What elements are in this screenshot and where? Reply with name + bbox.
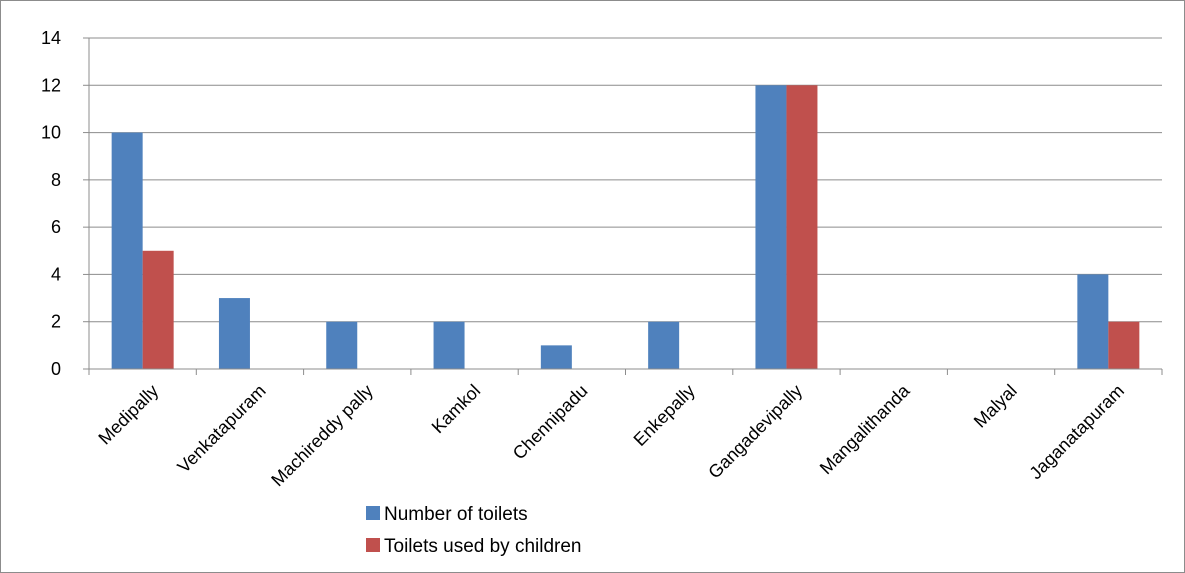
y-tick-label: 2 — [51, 312, 61, 332]
legend-label: Number of toilets — [384, 504, 528, 525]
gridlines — [89, 37, 1162, 323]
x-tick-label: Jaganatapuram — [1025, 381, 1128, 484]
bar — [111, 132, 143, 369]
bar — [648, 321, 680, 369]
x-tick-label: Enkepally — [630, 381, 699, 450]
bar — [1108, 321, 1140, 369]
x-tick-label: Machireddy pally — [267, 381, 377, 491]
axes — [83, 37, 1163, 375]
legend: Number of toilets Toilets used by childre… — [366, 504, 582, 557]
bar — [755, 85, 787, 370]
y-tick-label: 4 — [51, 264, 61, 284]
bar — [786, 85, 818, 370]
bar — [326, 321, 358, 369]
x-tick-label: Kamkol — [428, 381, 485, 438]
x-tick-label: Medipally — [94, 381, 162, 449]
bar — [142, 250, 174, 369]
legend-swatch — [366, 506, 380, 520]
y-tick-label: 12 — [41, 75, 61, 95]
y-tick-label: 6 — [51, 217, 61, 237]
legend-label: Toilets used by children — [384, 536, 582, 557]
y-tick-labels: 0 2 4 6 8 10 12 14 — [41, 28, 61, 379]
bars — [111, 85, 1140, 370]
x-tick-label: Gangadevipally — [704, 381, 806, 483]
bar — [1077, 274, 1109, 369]
x-tick-label: Malyal — [970, 381, 1021, 432]
x-tick-label: Chennipadu — [509, 381, 592, 464]
y-tick-label: 8 — [51, 170, 61, 190]
bar — [540, 345, 572, 369]
x-tick-label: Mangalithanda — [816, 380, 914, 478]
x-tick-label: Venkatapuram — [173, 381, 269, 477]
y-tick-label: 0 — [51, 359, 61, 379]
legend-swatch — [366, 538, 380, 552]
bar — [433, 321, 465, 369]
y-tick-label: 14 — [41, 28, 61, 48]
bar — [218, 298, 250, 369]
y-tick-label: 10 — [41, 123, 61, 143]
